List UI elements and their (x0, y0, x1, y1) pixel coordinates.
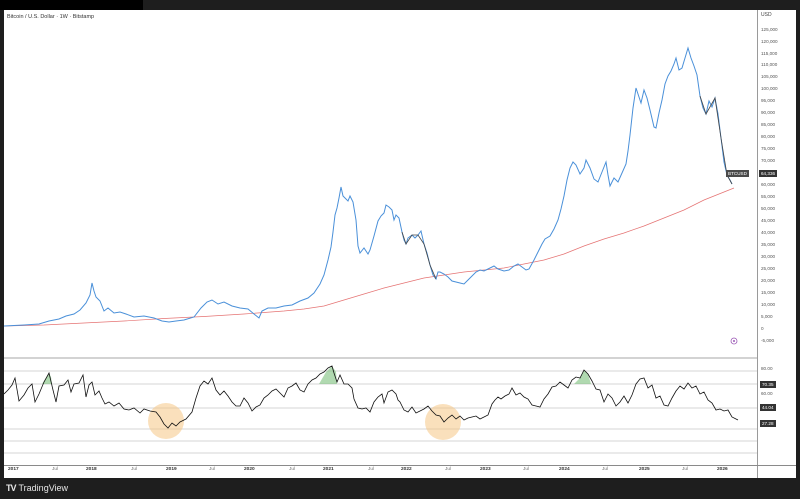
time-axis-label: 2026 (717, 467, 728, 472)
price-axis-label: 105,000 (761, 74, 778, 79)
time-axis-label: 2023 (480, 467, 491, 472)
price-axis-label: 90,000 (761, 110, 776, 115)
current-price-tag: 64,336 (759, 170, 778, 177)
price-axis-label: 95,000 (761, 98, 776, 103)
time-axis-label: Jul (602, 467, 609, 472)
price-axis-label: 25,000 (761, 266, 776, 271)
chart-frame: Bitcoin / U.S. Dollar · 1W · Bitstamp (4, 10, 796, 478)
rsi-axis-label: 60.00 (761, 391, 773, 396)
price-axis-label: -5,000 (761, 338, 775, 343)
rsi-value-tag: 27.28 (760, 420, 776, 427)
time-axis-label: 2017 (8, 467, 19, 472)
price-axis-separator (757, 10, 758, 478)
price-axis-label: 35,000 (761, 242, 776, 247)
time-axis-label: Jul (368, 467, 375, 472)
tradingview-footer[interactable]: TV TradingView (6, 483, 68, 493)
symbol-tag: BTCUSD (726, 170, 749, 177)
ma-200-line (4, 187, 735, 327)
rsi-level-tag: 70.35 (760, 381, 776, 388)
rsi-pane (4, 357, 757, 454)
price-axis-label: 40,000 (761, 230, 776, 235)
price-axis-label: 110,000 (761, 62, 778, 67)
price-series (4, 46, 735, 327)
price-axis-label: 30,000 (761, 254, 776, 259)
time-axis-separator (4, 465, 796, 466)
price-axis-label: 60,000 (761, 182, 776, 187)
price-axis-label: 115,000 (761, 51, 778, 56)
time-axis-label: Jul (523, 467, 530, 472)
chart-title: Bitcoin / U.S. Dollar · 1W · Bitstamp (7, 14, 95, 20)
price-axis-label: 20,000 (761, 278, 776, 283)
price-axis-label: 15,000 (761, 290, 776, 295)
price-axis-label: 120,000 (761, 39, 778, 44)
time-axis-label: Jul (289, 467, 296, 472)
time-axis-label: 2019 (166, 467, 177, 472)
time-axis-label: 2025 (639, 467, 650, 472)
rsi-axis-label: 80.00 (761, 366, 773, 371)
btc-down-segments (401, 231, 437, 280)
overbought-fill-2024 (574, 370, 591, 384)
btc-price-line (4, 46, 733, 327)
time-axis-label: 2018 (86, 467, 97, 472)
time-axis-label: 2022 (401, 467, 412, 472)
time-axis-label: 2021 (323, 467, 334, 472)
price-axis-label: 50,000 (761, 206, 776, 211)
time-axis-label: 2020 (244, 467, 255, 472)
price-axis-label: 80,000 (761, 134, 776, 139)
redacted-bar (0, 0, 143, 10)
time-axis-label: Jul (209, 467, 216, 472)
price-axis-label: 70,000 (761, 158, 776, 163)
price-axis-label: 10,000 (761, 302, 776, 307)
price-axis-label: 5,000 (761, 314, 773, 319)
price-axis-label: 55,000 (761, 194, 776, 199)
rsi-line (4, 365, 739, 429)
price-axis-label: 85,000 (761, 122, 776, 127)
snapshot-icon[interactable] (730, 337, 738, 345)
time-axis-label: Jul (131, 467, 138, 472)
time-axis-label: Jul (682, 467, 689, 472)
price-axis-label: 0 (761, 326, 764, 331)
price-axis-label: 125,000 (761, 27, 778, 32)
tradingview-brand: TradingView (18, 483, 69, 493)
rsi-value-tag: 44.04 (760, 404, 776, 411)
tradingview-logo-icon: TV (6, 483, 16, 493)
window-top-bar (0, 0, 800, 10)
oversold-highlight-2018 (148, 403, 184, 439)
time-axis-label: 2024 (559, 467, 570, 472)
chart-canvas[interactable] (4, 10, 796, 478)
time-axis-label: Jul (52, 467, 59, 472)
overbought-fill-2020 (319, 366, 337, 384)
price-axis-label: 45,000 (761, 218, 776, 223)
price-axis-label: 75,000 (761, 146, 776, 151)
price-axis-unit: USD (761, 12, 772, 18)
price-axis-label: 100,000 (761, 86, 778, 91)
time-axis-label: Jul (445, 467, 452, 472)
